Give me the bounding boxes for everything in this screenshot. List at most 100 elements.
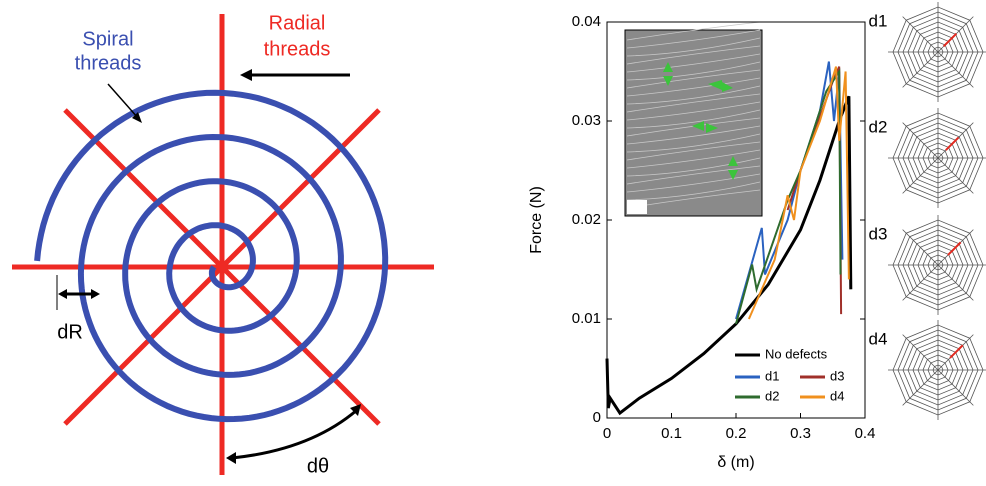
web-label: d4 bbox=[869, 329, 888, 348]
texture bbox=[626, 117, 761, 137]
arrow-head bbox=[91, 289, 100, 299]
web-ring bbox=[932, 259, 944, 271]
texture bbox=[626, 165, 761, 185]
radial-label: Radial bbox=[269, 12, 326, 34]
web-ring bbox=[912, 132, 964, 184]
x-tick-label: 0.4 bbox=[855, 425, 876, 442]
web-ring bbox=[922, 36, 954, 68]
series-line bbox=[747, 66, 850, 320]
web-ring bbox=[907, 127, 969, 189]
web-ring bbox=[917, 137, 959, 179]
texture bbox=[626, 85, 761, 105]
x-tick-label: 0.1 bbox=[661, 425, 682, 442]
y-tick-label: 0.04 bbox=[572, 13, 601, 30]
defect bbox=[945, 136, 960, 151]
web-ring bbox=[917, 349, 959, 391]
web-ring bbox=[892, 324, 984, 416]
texture bbox=[626, 149, 761, 169]
texture bbox=[626, 37, 761, 57]
web-ring bbox=[912, 344, 964, 396]
web-ring bbox=[902, 229, 974, 301]
series-line bbox=[605, 95, 853, 416]
texture bbox=[626, 61, 761, 81]
web-ring bbox=[907, 339, 969, 401]
arrow-head bbox=[58, 289, 67, 299]
texture bbox=[626, 93, 761, 113]
web-ring bbox=[932, 364, 944, 376]
web-ring bbox=[922, 354, 954, 386]
web-label: d1 bbox=[869, 11, 888, 30]
web-icons: d1 d2 d3 d4 bbox=[869, 2, 986, 420]
texture bbox=[626, 181, 761, 201]
texture bbox=[626, 45, 761, 65]
spiral-label: Spiral bbox=[82, 28, 133, 50]
texture bbox=[626, 53, 761, 73]
inset-photo bbox=[624, 21, 763, 217]
web-ring bbox=[912, 26, 964, 78]
radial-label: threads bbox=[264, 38, 331, 60]
defect bbox=[942, 32, 958, 48]
texture bbox=[626, 133, 761, 153]
web-label: d3 bbox=[869, 224, 888, 243]
y-tick-label: 0.01 bbox=[572, 310, 601, 327]
web-ring bbox=[927, 147, 949, 169]
web-ring bbox=[932, 46, 944, 58]
y-tick-label: 0.03 bbox=[572, 112, 601, 129]
x-axis-label: δ (m) bbox=[717, 454, 754, 471]
web-ring bbox=[897, 11, 979, 93]
web-ring bbox=[927, 359, 949, 381]
web-ring bbox=[927, 41, 949, 63]
pointer bbox=[107, 83, 139, 119]
spiral-thread bbox=[34, 89, 389, 423]
arrow-head bbox=[350, 404, 361, 416]
web-ring bbox=[912, 239, 964, 291]
web-ring bbox=[897, 329, 979, 411]
y-tick-label: 0.02 bbox=[572, 211, 601, 228]
legend-label: d3 bbox=[830, 368, 844, 383]
web-ring bbox=[922, 249, 954, 281]
texture bbox=[626, 157, 761, 177]
texture bbox=[626, 141, 761, 161]
legend-label: d4 bbox=[830, 388, 844, 403]
web-ring bbox=[907, 21, 969, 83]
defect bbox=[947, 241, 962, 256]
texture bbox=[626, 69, 761, 89]
texture bbox=[626, 109, 761, 129]
web-ring bbox=[892, 6, 984, 98]
texture bbox=[626, 173, 761, 193]
web-ring bbox=[927, 254, 949, 276]
radial-threads bbox=[12, 14, 434, 475]
web-ring bbox=[902, 122, 974, 194]
legend-label: No defects bbox=[765, 346, 828, 361]
web-ring bbox=[902, 16, 974, 88]
texture bbox=[626, 77, 761, 97]
defect bbox=[949, 344, 964, 359]
legend-label: d2 bbox=[765, 388, 779, 403]
texture bbox=[626, 125, 761, 145]
dr-label: dR bbox=[57, 321, 83, 343]
web-ring bbox=[892, 219, 984, 311]
texture bbox=[626, 21, 761, 41]
web-ring bbox=[907, 234, 969, 296]
arrow-head bbox=[240, 69, 252, 81]
web-ring bbox=[917, 244, 959, 286]
web-label: d2 bbox=[869, 117, 888, 136]
web-ring bbox=[892, 112, 984, 204]
x-tick-label: 0.2 bbox=[726, 425, 747, 442]
spiral-diagram: Spiral threads Radial threads dR dθ bbox=[12, 12, 434, 477]
web-ring bbox=[932, 152, 944, 164]
web-ring bbox=[897, 224, 979, 306]
web-ring bbox=[917, 31, 959, 73]
y-tick-label: 0 bbox=[593, 409, 601, 426]
legend-label: d1 bbox=[765, 368, 779, 383]
y-axis-label: Force (N) bbox=[528, 186, 545, 254]
web-ring bbox=[922, 142, 954, 174]
arrow-head bbox=[226, 452, 236, 464]
web-ring bbox=[902, 334, 974, 406]
texture bbox=[626, 101, 761, 121]
x-tick-label: 0 bbox=[603, 425, 611, 442]
arrow-head bbox=[132, 112, 142, 123]
texture bbox=[626, 29, 761, 49]
